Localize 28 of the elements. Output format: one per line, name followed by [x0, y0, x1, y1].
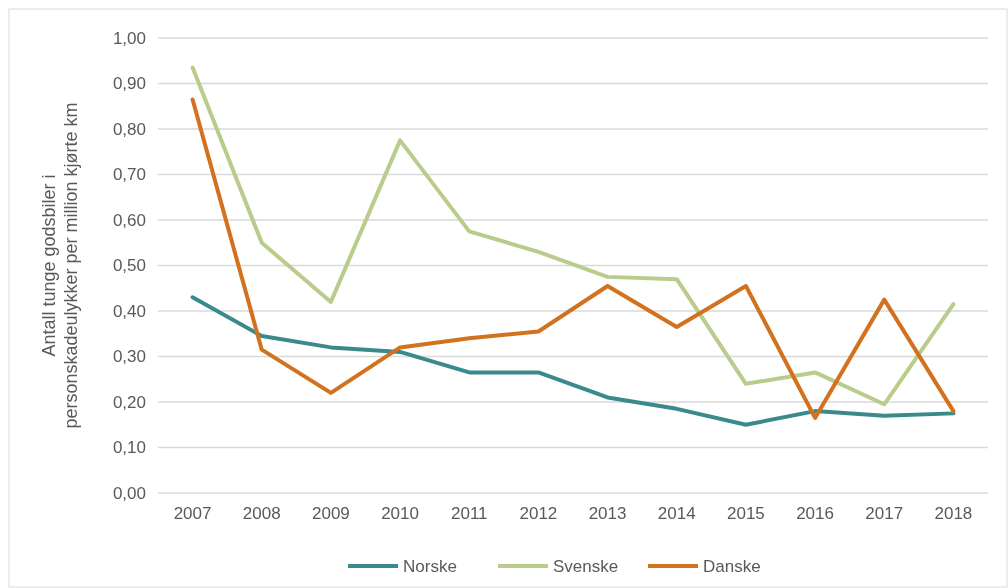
x-tick-label: 2013	[588, 504, 627, 523]
legend-label: Norske	[403, 556, 457, 576]
y-tick-label: 1,00	[112, 28, 146, 48]
legend-label: Svenske	[553, 556, 619, 576]
x-tick-label: 2008	[242, 504, 281, 523]
x-tick-label: 2016	[796, 504, 834, 523]
x-tick-label: 2018	[934, 504, 973, 523]
x-tick-label: 2012	[519, 504, 558, 523]
x-tick-label: 2014	[657, 504, 696, 523]
y-tick-label: 0,40	[112, 301, 146, 321]
y-tick-label: 0,70	[112, 165, 146, 185]
y-tick-label: 0,80	[112, 119, 146, 139]
y-tick-label: 0,60	[112, 210, 146, 230]
x-tick-label: 2017	[865, 504, 904, 523]
x-tick-label: 2009	[312, 504, 350, 523]
x-tick-label: 2011	[450, 504, 488, 523]
y-tick-label: 0,50	[112, 256, 146, 276]
y-axis-title: Antall tunge godsbiler i personskadeulykker per million kjørte km	[39, 102, 81, 429]
y-tick-label: 0,20	[112, 392, 146, 412]
legend-label: Danske	[703, 556, 761, 576]
x-tick-label: 2007	[173, 504, 212, 523]
x-tick-label: 2015	[727, 504, 765, 523]
y-tick-label: 0,10	[112, 438, 146, 458]
y-tick-label: 0,30	[112, 347, 146, 367]
line-series	[190, 295, 956, 427]
y-tick-label: 0,90	[112, 74, 146, 94]
x-tick-label: 2010	[381, 504, 419, 523]
y-tick-label: 0,00	[112, 483, 146, 503]
